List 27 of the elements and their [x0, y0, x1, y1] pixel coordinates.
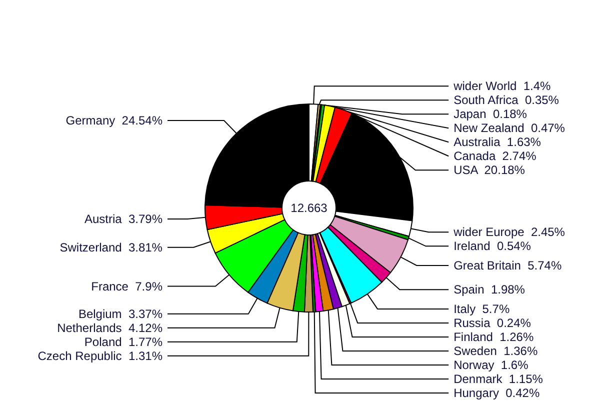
slice-label: Austria 3.79%: [84, 212, 163, 226]
slice-label: Spain 1.98%: [454, 282, 526, 297]
slice-label: South Africa 0.35%: [454, 93, 560, 108]
slice-label: Denmark 1.15%: [454, 372, 544, 386]
slice-label: Norway 1.6%: [454, 358, 529, 372]
slice-label: Netherlands 4.12%: [57, 320, 163, 335]
slice-label: France 7.9%: [91, 279, 163, 294]
slice-label: Russia 0.24%: [454, 316, 532, 330]
slice-label: Great Britain 5.74%: [454, 258, 562, 272]
slice-label: Hungary 0.42%: [454, 386, 540, 400]
slice-label: wider World 1.4%: [452, 79, 552, 94]
slice-label: Belgium 3.37%: [78, 306, 163, 321]
slice-label: Czech Republic 1.31%: [38, 348, 163, 363]
slice-label: Canada 2.74%: [454, 149, 537, 164]
slice-label: Ireland 0.54%: [454, 239, 532, 254]
slice-label: Switzerland 3.81%: [60, 240, 163, 254]
text: 12.663: [290, 201, 328, 215]
slice-label: Germany 24.54%: [66, 113, 163, 128]
slice-label: USA 20.18%: [454, 163, 526, 178]
slice-label: Australia 1.63%: [454, 135, 542, 150]
slice-label: New Zealand 0.47%: [454, 121, 566, 136]
slice-label: Poland 1.77%: [84, 334, 163, 349]
slice-label: Italy 5.7%: [454, 302, 510, 316]
slice-label: wider Europe 2.45%: [452, 225, 566, 240]
slice-label: Sweden 1.36%: [454, 344, 538, 358]
slice-label: Japan 0.18%: [454, 107, 528, 122]
slice-label: Finland 1.26%: [454, 330, 534, 344]
